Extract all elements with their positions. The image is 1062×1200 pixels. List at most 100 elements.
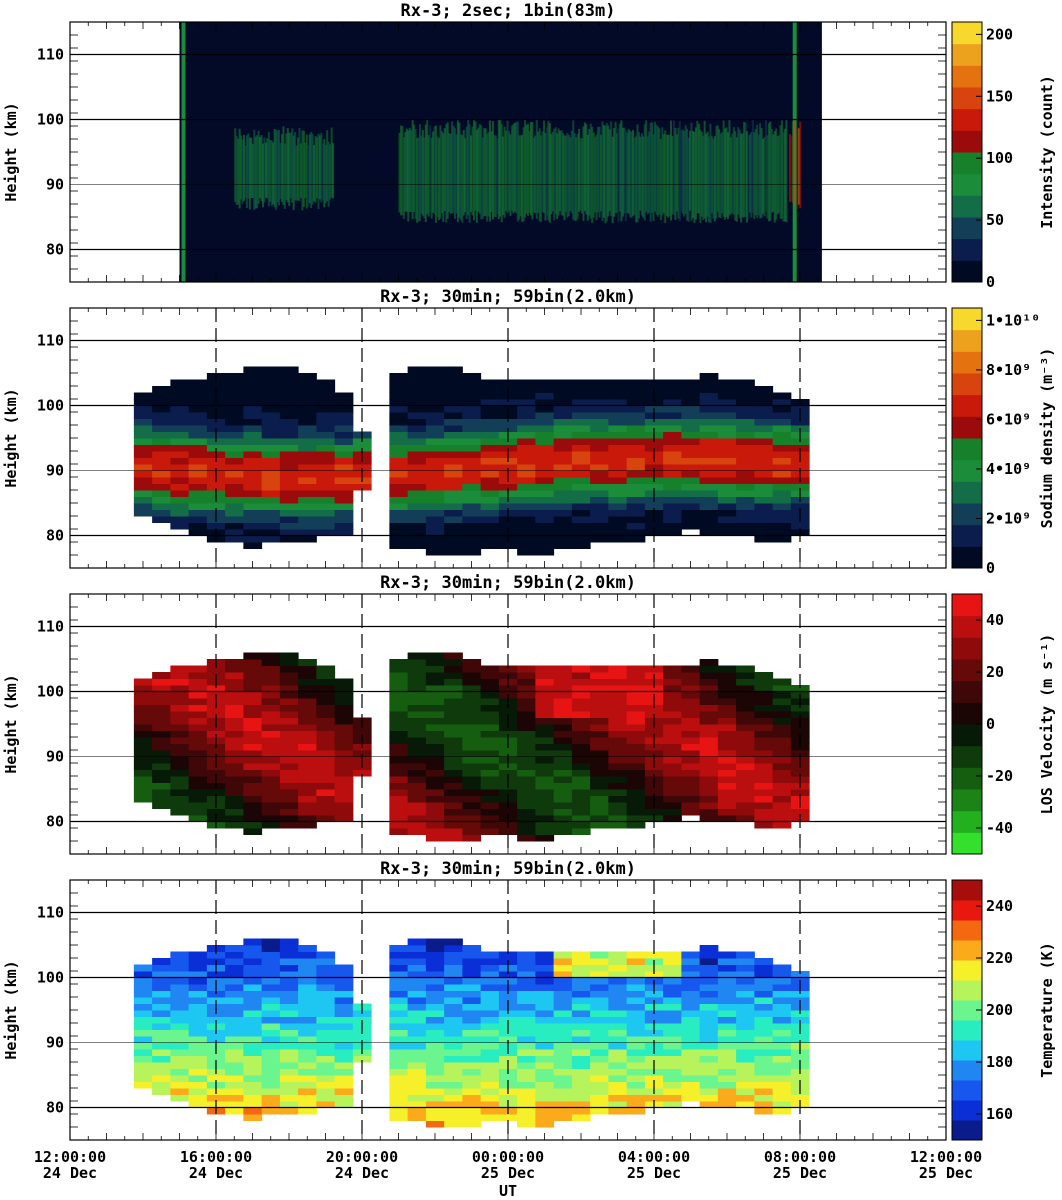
cell [736,1003,755,1011]
cell [736,808,755,816]
cell [298,1055,317,1063]
cell [407,672,427,679]
cell [626,412,646,419]
cell [279,392,299,400]
cell [243,698,263,705]
cell [188,496,208,504]
cell [535,1088,555,1095]
cell [480,1107,500,1115]
cell [334,425,354,432]
cell [590,743,609,751]
count-stripe [289,132,292,199]
cell [608,1094,628,1102]
cell [152,672,171,679]
cell [425,1036,445,1043]
cell [590,516,609,523]
cell [754,1094,774,1102]
colorbar-frame [951,21,983,283]
count-stripe [414,128,417,219]
cell [535,548,555,556]
cell [590,1068,609,1076]
count-stripe [305,134,308,209]
cell [298,425,317,432]
cell [736,717,755,725]
count-stripe [652,134,655,221]
cell [754,1081,774,1089]
cell [279,425,299,432]
count-stripe [531,122,534,220]
cell [389,516,409,523]
cell [316,678,336,686]
cell [535,535,555,543]
cell [188,1081,208,1089]
y-tick-label: 100 [37,397,64,415]
cell [626,1094,646,1102]
cell [316,405,336,413]
cell [225,1055,244,1063]
count-stripe [491,120,494,220]
cell [681,399,701,406]
cell [261,990,281,998]
cell [608,516,628,523]
cell [279,821,299,829]
count-stripe [677,127,680,219]
colorbar-label: Temperature (K) [1038,942,1056,1077]
cell [517,1023,536,1030]
count-stripe [623,127,626,214]
colorbar-swatch [952,238,982,261]
cell [389,483,409,491]
count-stripe [554,127,557,215]
count-stripe [327,141,330,207]
cell [590,997,609,1004]
cell [152,516,171,523]
cell [279,808,299,816]
cell [261,405,281,413]
count-stripe [588,128,591,216]
cell [681,769,701,777]
cell [772,678,792,686]
cell [480,431,500,439]
cell [407,1068,427,1076]
cell [407,470,427,478]
count-stripe [642,136,645,218]
cell [535,958,555,965]
cell [717,711,737,718]
cell [225,1101,244,1108]
cell [334,698,354,705]
count-stripe [459,134,462,220]
cell [736,470,755,478]
cell [626,808,646,816]
cell [389,1088,409,1095]
cell [571,1010,591,1017]
cell [480,529,500,536]
cell [444,438,463,445]
cell [535,782,555,790]
cell [571,691,591,699]
cell [553,1094,573,1102]
cell [462,711,482,718]
count-stripe [420,135,423,214]
cell [444,717,463,725]
cell [152,464,171,471]
count-stripe [547,120,550,221]
cell [754,717,774,725]
cell [535,405,555,413]
cell [407,483,427,491]
cell [279,1094,299,1102]
cell [772,503,792,510]
cell [590,1010,609,1017]
cell [772,1042,792,1050]
cell [316,971,336,978]
count-stripe [543,120,546,214]
cell [717,444,737,452]
cell [754,386,774,393]
cell [152,1023,171,1030]
cell [480,756,500,764]
cell [590,1094,609,1102]
cell [608,1042,628,1050]
cell [225,535,244,543]
cell [462,776,482,783]
cell [279,1088,299,1095]
cell [261,997,281,1004]
count-stripe [532,137,535,213]
